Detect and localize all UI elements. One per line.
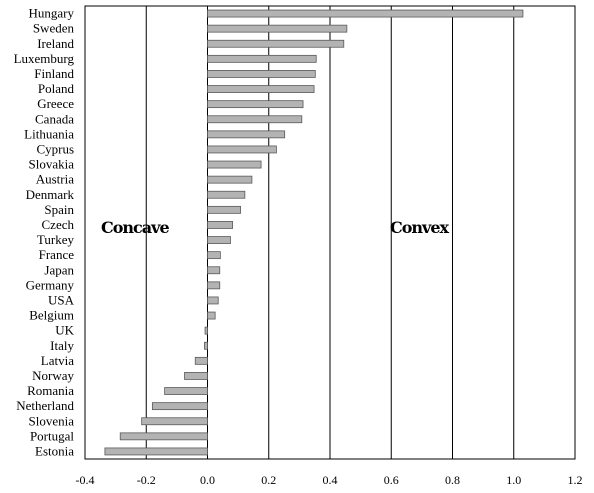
- gridlines: [145, 6, 515, 459]
- category-label: UK: [55, 323, 74, 338]
- x-tick-label: 0.4: [323, 473, 338, 487]
- bar-canada: [207, 115, 303, 124]
- bar-ireland: [207, 39, 345, 48]
- bar-lithuania: [207, 130, 286, 139]
- category-label: Canada: [35, 111, 74, 126]
- category-label: Hungary: [29, 6, 75, 21]
- category-label: USA: [48, 292, 75, 307]
- bar-italy: [204, 341, 208, 350]
- concave-annotation: Concave: [101, 218, 169, 237]
- bar-slovenia: [141, 417, 208, 426]
- x-tick-labels: -0.4 -0.2 0.0 0.2 0.4 0.6 0.8 1.0 1.2: [76, 473, 583, 487]
- category-label: Sweden: [33, 21, 75, 36]
- category-label: Germany: [26, 277, 75, 292]
- bar-poland: [207, 85, 315, 93]
- category-label: Slovakia: [29, 157, 75, 172]
- bar-greece: [207, 100, 304, 109]
- category-label: Luxemburg: [14, 51, 75, 66]
- category-label: Estonia: [35, 443, 74, 458]
- bar-portugal: [119, 432, 208, 441]
- bar-norway: [184, 372, 208, 380]
- bar-turkey: [207, 236, 231, 244]
- x-tick-label: 0.0: [200, 473, 215, 487]
- bar-netherland: [151, 402, 208, 411]
- category-label: Poland: [38, 81, 75, 96]
- category-label: Czech: [42, 217, 75, 232]
- category-label: Lithuania: [24, 126, 74, 141]
- category-label: France: [39, 247, 75, 262]
- bar-japan: [207, 266, 221, 275]
- bar-finland: [207, 70, 316, 78]
- category-label: Latvia: [41, 353, 74, 368]
- category-label: Denmark: [26, 187, 75, 202]
- bar-usa: [207, 296, 219, 305]
- convex-annotation: Convex: [390, 218, 450, 237]
- x-tick-label: -0.2: [137, 473, 156, 487]
- x-tick-label: -0.4: [76, 473, 95, 487]
- category-label: Romania: [27, 383, 74, 398]
- category-label: Norway: [32, 368, 74, 383]
- category-label: Greece: [37, 96, 74, 111]
- category-label: Austria: [36, 172, 75, 187]
- bar-czech: [207, 221, 234, 229]
- bars: [104, 9, 524, 456]
- bar-austria: [207, 175, 253, 184]
- category-label: Portugal: [30, 428, 74, 443]
- category-label: Ireland: [37, 36, 74, 51]
- bar-sweden: [207, 24, 348, 33]
- category-label: Italy: [50, 338, 74, 353]
- category-label: Japan: [44, 262, 74, 277]
- plot-frame: [84, 5, 576, 460]
- bar-estonia: [104, 447, 208, 456]
- x-tick-label: 0.8: [445, 473, 460, 487]
- bar-germany: [207, 281, 221, 290]
- x-tick-label: 1.0: [506, 473, 521, 487]
- category-label: Cyprus: [36, 141, 74, 156]
- category-label: Finland: [34, 66, 74, 81]
- category-label: Belgium: [29, 308, 74, 323]
- bar-france: [207, 251, 221, 260]
- bar-belgium: [207, 311, 216, 320]
- category-label: Netherland: [16, 398, 74, 413]
- x-tick-label: 0.2: [261, 473, 276, 487]
- bar-slovakia: [207, 160, 262, 169]
- bar-latvia: [194, 356, 208, 365]
- category-label: Spain: [44, 202, 74, 217]
- bar-denmark: [207, 190, 246, 199]
- bar-uk: [204, 326, 208, 335]
- category-label: Slovenia: [29, 413, 75, 428]
- bar-luxemburg: [207, 54, 317, 63]
- category-labels: HungarySwedenIrelandLuxemburgFinlandPola…: [14, 6, 75, 459]
- x-tick-label: 1.2: [568, 473, 583, 487]
- category-label: Turkey: [37, 232, 75, 247]
- bar-cyprus: [207, 145, 277, 154]
- bar-romania: [164, 387, 208, 395]
- x-tick-label: 0.6: [384, 473, 399, 487]
- bar-hungary: [207, 9, 524, 18]
- bar-spain: [207, 205, 241, 214]
